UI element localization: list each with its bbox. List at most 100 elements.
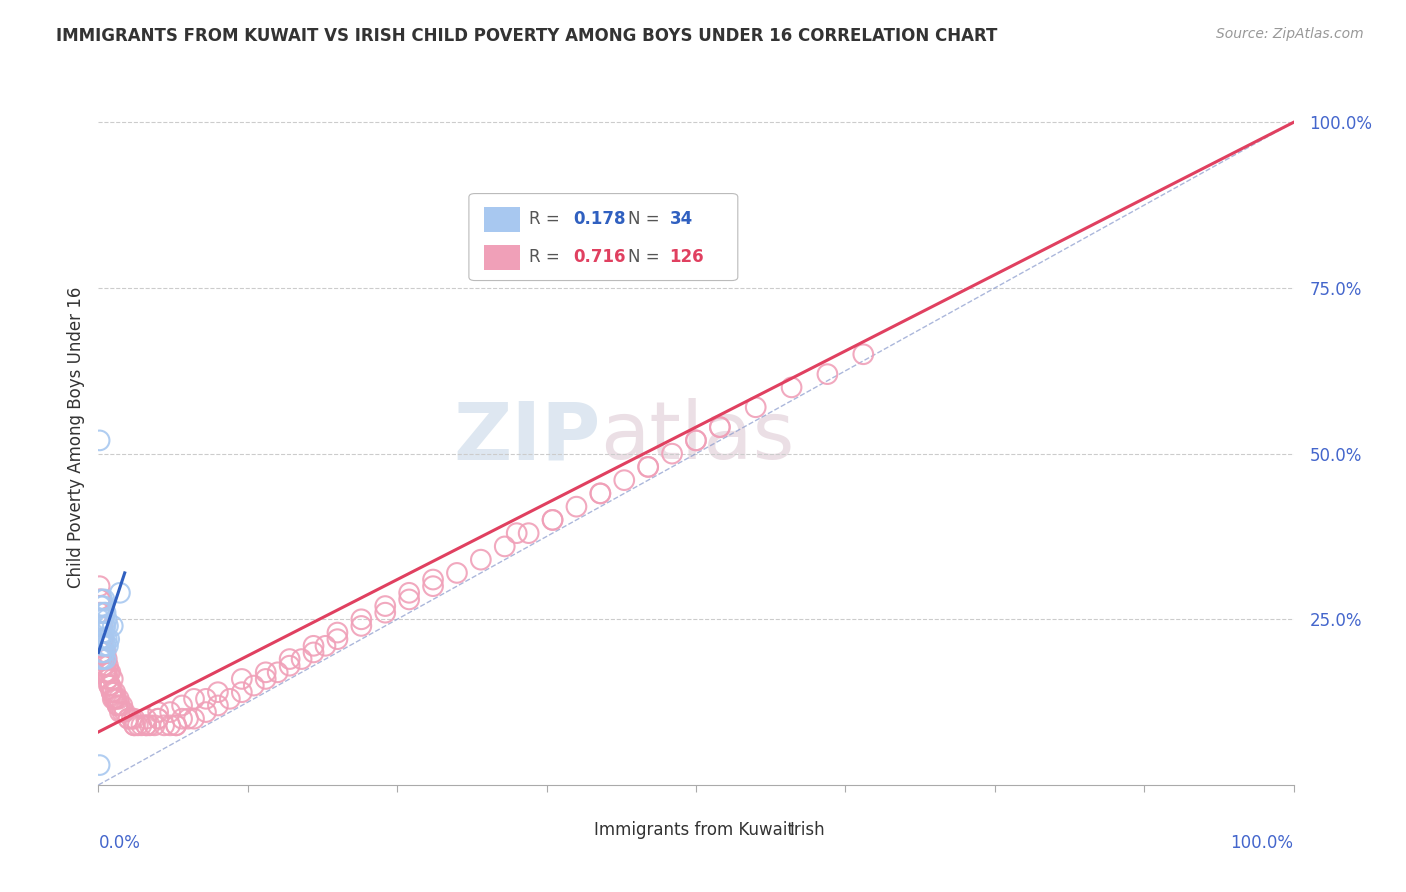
Point [100, 685, 122, 699]
Point [315, 639, 337, 653]
Point [231, 685, 253, 699]
Point [89, 612, 111, 626]
Point [121, 712, 143, 726]
Point [91, 632, 114, 647]
Text: R =: R = [529, 248, 565, 266]
Point [96, 652, 118, 666]
Bar [754, 821, 783, 843]
Point [153, 718, 176, 732]
Point [589, 486, 612, 500]
Point [124, 718, 146, 732]
Point [93, 645, 115, 659]
Point [91, 612, 114, 626]
Point [195, 705, 218, 719]
Point [94, 606, 117, 620]
Point [91, 652, 114, 666]
Point [422, 573, 444, 587]
Point [94, 665, 117, 680]
Point [98, 632, 121, 647]
Point [97, 672, 120, 686]
Point [637, 459, 659, 474]
Point [108, 705, 131, 719]
Point [517, 526, 540, 541]
Point [104, 685, 127, 699]
Point [159, 705, 181, 719]
Point [98, 665, 122, 680]
Point [93, 606, 115, 620]
Point [101, 691, 124, 706]
Point [89, 758, 111, 772]
Point [685, 434, 707, 448]
Point [91, 632, 114, 647]
Point [494, 540, 516, 554]
Point [91, 619, 114, 633]
Point [96, 632, 118, 647]
Text: N =: N = [628, 211, 665, 228]
Point [114, 705, 136, 719]
Point [108, 586, 131, 600]
Point [709, 420, 731, 434]
Point [177, 712, 200, 726]
Point [93, 658, 115, 673]
Point [89, 619, 111, 633]
Point [94, 665, 117, 680]
Point [93, 645, 115, 659]
Point [541, 513, 564, 527]
Point [90, 632, 112, 647]
Point [165, 718, 187, 732]
Point [127, 718, 149, 732]
Point [422, 579, 444, 593]
Point [91, 645, 114, 659]
Text: N =: N = [628, 248, 665, 266]
Point [107, 691, 129, 706]
Point [91, 625, 114, 640]
Point [90, 599, 112, 613]
Text: atlas: atlas [600, 398, 794, 476]
Point [117, 712, 139, 726]
Point [108, 698, 131, 713]
Point [541, 513, 564, 527]
Point [148, 705, 170, 719]
Point [815, 367, 838, 381]
Point [254, 672, 277, 686]
Text: 0.178: 0.178 [572, 211, 626, 228]
Point [96, 665, 118, 680]
Point [565, 500, 588, 514]
Point [172, 698, 194, 713]
Point [91, 645, 114, 659]
Point [89, 632, 111, 647]
Point [97, 672, 120, 686]
Point [219, 691, 242, 706]
Point [302, 645, 325, 659]
Point [98, 679, 122, 693]
Point [143, 718, 166, 732]
Point [207, 698, 229, 713]
Point [91, 592, 114, 607]
Point [97, 658, 120, 673]
Point [350, 612, 373, 626]
Point [107, 698, 129, 713]
Point [446, 566, 468, 580]
Point [231, 672, 253, 686]
Point [89, 579, 111, 593]
Text: 0.716: 0.716 [572, 248, 626, 266]
Point [124, 718, 146, 732]
Point [326, 625, 349, 640]
Point [398, 586, 420, 600]
Text: ZIP: ZIP [453, 398, 600, 476]
Point [105, 691, 128, 706]
Bar [485, 244, 520, 269]
Point [135, 718, 157, 732]
Point [470, 552, 492, 566]
Point [91, 652, 114, 666]
Point [183, 691, 205, 706]
Point [589, 486, 612, 500]
Point [94, 639, 117, 653]
Point [326, 632, 349, 647]
Point [98, 679, 121, 693]
Point [98, 679, 122, 693]
Bar [558, 821, 589, 843]
Text: 34: 34 [669, 211, 693, 228]
Point [254, 665, 277, 680]
Point [124, 712, 146, 726]
